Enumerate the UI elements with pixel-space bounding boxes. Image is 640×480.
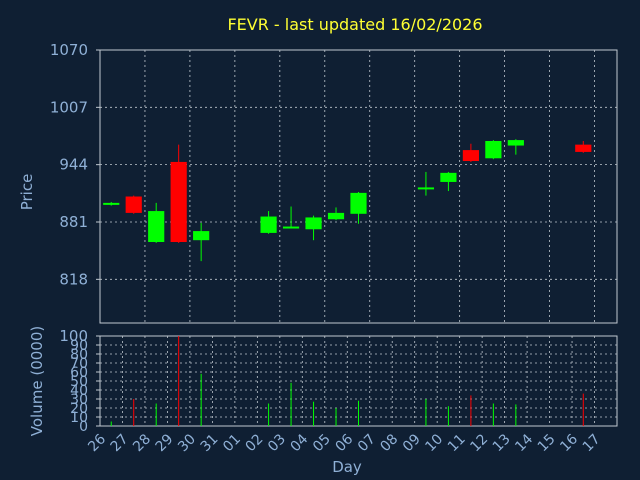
volume-axis-label: Volume (0000) [28,326,46,436]
x-axis-labels: 2627282930310102030405060708091011121314… [85,431,603,455]
x-tick-label: 14 [512,431,536,455]
x-tick-label: 13 [490,431,514,455]
candle-body [417,187,435,190]
candle-body [575,144,592,152]
volume-tick-label: 100 [59,327,88,345]
x-tick-label: 27 [108,431,132,455]
candle-body [193,231,210,241]
x-tick-label: 16 [557,431,581,455]
price-tick-label: 881 [59,213,88,231]
x-tick-label: 28 [130,431,154,455]
x-tick-label: 17 [580,431,604,455]
x-tick-label: 08 [377,431,401,455]
x-tick-label: 31 [198,431,222,455]
candle-body [305,217,322,230]
volume-tick-label: 60 [70,365,88,381]
volume-tick-label: 20 [70,401,88,417]
volume-tick-label: 40 [70,383,88,399]
x-tick-label: 04 [288,431,312,455]
x-tick-label: 15 [535,431,559,455]
x-tick-label: 06 [332,431,356,455]
volume-tick-label: 30 [70,392,88,408]
candle-body [103,202,120,205]
volume-tick-label: 0 [79,419,88,435]
x-tick-label: 07 [355,431,379,455]
price-panel: 818 881 944 1007 1070 [50,41,618,324]
x-tick-label: 26 [85,431,109,455]
candle-body [282,226,300,229]
candle-body [507,140,524,146]
x-tick-label: 29 [153,431,177,455]
volume-tick-label: 80 [70,347,88,363]
candle-body [170,161,187,243]
x-tick-label: 10 [422,431,446,455]
x-axis-label: Day [332,458,362,476]
price-plot-frame [99,49,618,324]
candle-body [350,192,367,214]
x-tick-label: 02 [243,431,267,455]
x-tick-label: 09 [400,431,424,455]
candle-body [125,196,142,213]
volume-tick-label: 70 [70,356,88,372]
price-tick-label: 818 [59,270,88,288]
x-tick-label: 03 [265,431,289,455]
x-tick-label: 05 [310,431,334,455]
x-tick-label: 30 [175,431,199,455]
volume-tick-label: 10 [70,410,88,426]
x-tick-label: 11 [445,431,469,455]
x-tick-label: 01 [220,431,244,455]
chart-title: FEVR - last updated 16/02/2026 [227,15,482,34]
candle-body [327,212,345,220]
volume-tick-label: 90 [70,338,88,354]
price-tick-label: 1007 [50,98,88,116]
price-tick-label: 1070 [50,41,88,59]
volume-tick-label: 50 [70,374,88,390]
candle-body [148,211,165,243]
candle-body [260,216,277,233]
x-tick-label: 12 [467,431,491,455]
price-axis-label: Price [18,174,36,211]
candle-body [485,141,502,159]
price-tick-label: 944 [59,156,88,174]
candle-body [440,172,457,182]
candle-body [462,150,479,162]
